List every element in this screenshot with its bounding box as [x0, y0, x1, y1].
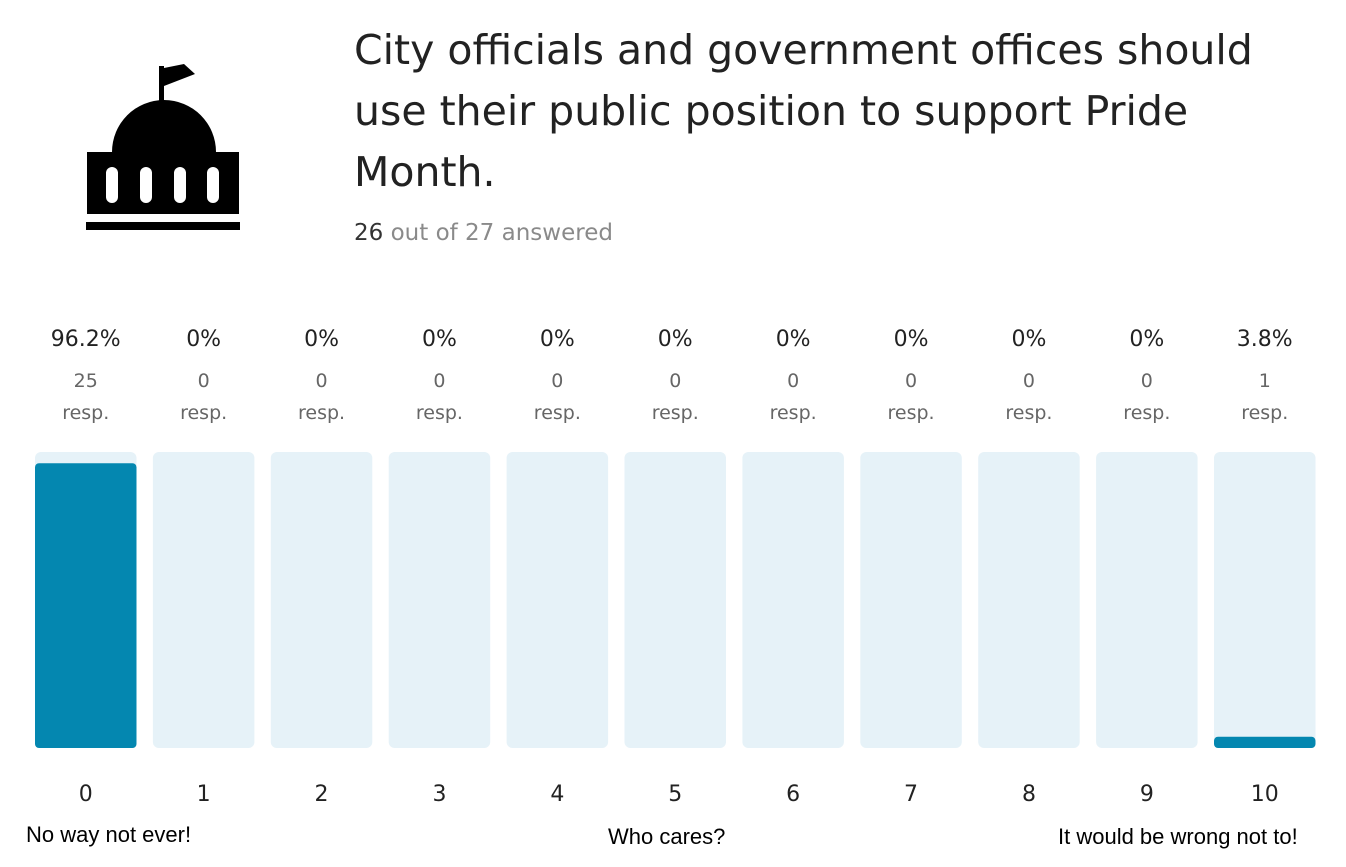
response-count-6: 0 [787, 370, 799, 392]
bar-track-5 [624, 452, 726, 748]
response-count-5: 0 [669, 370, 681, 392]
response-count-2: 0 [316, 370, 328, 392]
response-unit-label-1: resp. [180, 402, 227, 424]
bar-0 [35, 463, 137, 748]
response-count-3: 0 [433, 370, 445, 392]
category-label-9: 9 [1140, 782, 1154, 807]
response-unit-label-10: resp. [1241, 402, 1288, 424]
category-label-10: 10 [1251, 782, 1279, 807]
bar-track-7 [860, 452, 962, 748]
scale-label-mid: Who cares? [608, 824, 726, 849]
category-label-2: 2 [315, 782, 329, 807]
percent-label-3: 0% [422, 327, 457, 352]
percent-label-7: 0% [894, 327, 929, 352]
government-building-icon [84, 64, 244, 234]
bar-track-2 [270, 452, 373, 748]
category-label-3: 3 [432, 782, 446, 807]
percent-label-10: 3.8% [1237, 327, 1293, 352]
response-unit-label-2: resp. [298, 402, 345, 424]
response-count-8: 0 [1023, 370, 1035, 392]
percent-label-6: 0% [776, 327, 811, 352]
category-label-1: 1 [197, 782, 211, 807]
question-title: City officials and government offices sh… [354, 26, 1253, 196]
bar-track-4 [506, 452, 609, 748]
response-unit-label-0: resp. [62, 402, 109, 424]
response-count-4: 0 [551, 370, 563, 392]
category-label-8: 8 [1022, 782, 1036, 807]
category-label-7: 7 [904, 782, 918, 807]
answered-total: out of 27 answered [383, 220, 613, 246]
category-label-6: 6 [786, 782, 800, 807]
percent-label-5: 0% [658, 327, 693, 352]
category-label-4: 4 [550, 782, 564, 807]
response-unit-label-8: resp. [1005, 402, 1052, 424]
percent-label-4: 0% [540, 327, 575, 352]
category-label-0: 0 [79, 782, 93, 807]
percent-label-9: 0% [1129, 327, 1164, 352]
response-unit-label-7: resp. [888, 402, 935, 424]
answered-count: 26 [354, 220, 384, 246]
response-count-1: 0 [198, 370, 210, 392]
category-label-5: 5 [668, 782, 682, 807]
bar-track-9 [1096, 452, 1198, 748]
response-unit-label-5: resp. [652, 402, 699, 424]
percent-label-2: 0% [304, 327, 339, 352]
response-count-0: 25 [74, 370, 98, 392]
bar-10 [1214, 736, 1316, 748]
rating-bar-chart: 96.2% 25 resp. 0 0% 0 resp. 1 0% 0 resp. 2 0% 0 resp. 3… [35, 327, 1316, 807]
response-unit-label-3: resp. [416, 402, 463, 424]
answered-summary: 26 out of 27 answered [354, 220, 613, 246]
response-count-10: 1 [1259, 370, 1271, 392]
response-count-9: 0 [1141, 370, 1153, 392]
response-unit-label-9: resp. [1123, 402, 1170, 424]
response-unit-label-4: resp. [534, 402, 581, 424]
response-unit-label-6: resp. [770, 402, 817, 424]
percent-label-1: 0% [186, 327, 221, 352]
scale-label-low: No way not ever! [26, 822, 192, 847]
bar-track-8 [978, 452, 1080, 748]
scale-label-high: It would be wrong not to! [1058, 824, 1298, 849]
percent-label-8: 0% [1011, 327, 1046, 352]
bar-track-6 [742, 452, 844, 748]
response-count-7: 0 [905, 370, 917, 392]
bar-track-1 [152, 452, 255, 748]
bar-track-10 [1214, 452, 1316, 748]
percent-label-0: 96.2% [51, 327, 121, 352]
bar-track-3 [388, 452, 491, 748]
